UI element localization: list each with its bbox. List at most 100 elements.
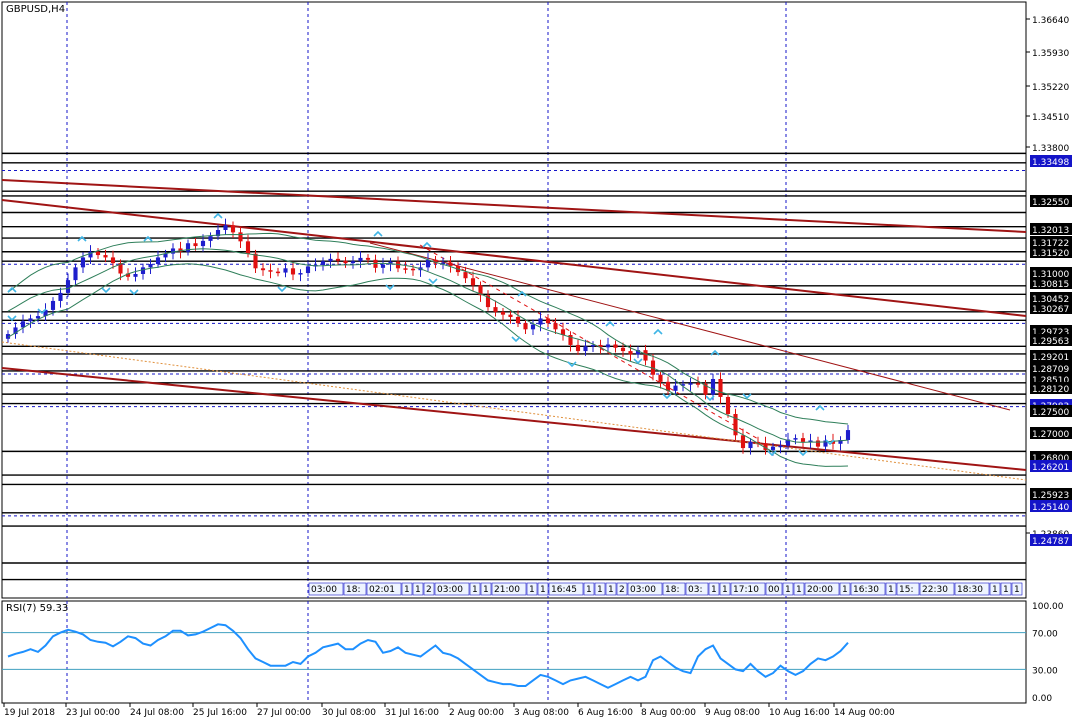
price-level-label-bg: [1030, 488, 1072, 500]
candle-body: [43, 309, 48, 317]
price-level-label-bg: [1030, 460, 1072, 472]
session-time-label: 1: [608, 585, 614, 595]
candle-body: [635, 350, 641, 355]
price-level-label: 1.31722: [1032, 239, 1069, 249]
trendline-upper: [1, 179, 1027, 233]
candle-body: [658, 374, 663, 382]
candle-body: [283, 268, 288, 273]
price-level-label-bg: [1030, 362, 1072, 374]
price-level-label-bg: [1030, 277, 1072, 289]
candle-body: [538, 318, 543, 325]
time-tick-label: 25 Jul 16:00: [193, 708, 247, 718]
candle-body: [778, 445, 783, 448]
candle-body: [425, 259, 431, 268]
session-time-label: 1: [796, 585, 802, 595]
candle-body: [463, 272, 468, 279]
candle-body: [253, 253, 258, 269]
fractal-up-arrow: [815, 404, 825, 411]
session-time-box: [583, 582, 595, 596]
price-level-label: 1.32550: [1032, 198, 1069, 208]
price-level-label: 1.27000: [1032, 430, 1069, 440]
candle-body: [215, 229, 221, 237]
fractal-up-arrow: [653, 328, 663, 335]
price-tick-label: 1.34510: [1032, 113, 1069, 123]
session-time-box: [401, 582, 413, 596]
candle-body: [350, 261, 356, 264]
price-level-label: 1.27500: [1032, 408, 1069, 418]
fractal-down-arrow: [633, 358, 643, 365]
candle-body: [665, 381, 671, 391]
session-time-box: [954, 582, 990, 596]
session-time-box: [308, 582, 344, 596]
candle-body: [163, 253, 168, 258]
candle-body: [268, 270, 273, 272]
session-time-box: [662, 582, 686, 596]
rsi-tick-label: 100.00: [1032, 602, 1064, 612]
candle-body: [628, 351, 633, 355]
candle-body: [208, 236, 213, 241]
session-time-box: [526, 582, 538, 596]
rsi-tick-label: 30.00: [1032, 666, 1058, 676]
price-level-label: 1.24787: [1032, 537, 1069, 547]
fractal-down-arrow: [767, 450, 777, 457]
candle-body: [275, 271, 281, 274]
candle-body: [695, 383, 701, 385]
fractal-down-arrow: [37, 308, 47, 315]
price-level-label: 1.30815: [1032, 280, 1069, 290]
session-time-box: [491, 582, 527, 596]
price-level-label: 1.28709: [1032, 365, 1069, 375]
session-time-box: [469, 582, 481, 596]
session-time-label: 1: [586, 585, 592, 595]
time-tick-label: 23 Jul 00:00: [66, 708, 120, 718]
session-time-label: 1: [529, 585, 535, 595]
time-tick-label: 10 Aug 16:00: [769, 708, 830, 718]
price-level-label-bg: [1030, 267, 1072, 279]
candle-body: [223, 225, 228, 230]
price-tick-label: 1.36640: [1032, 16, 1069, 26]
session-time-label: 22:30: [922, 585, 948, 595]
candle-body: [58, 292, 63, 301]
price-level-label-bg: [1030, 246, 1072, 258]
session-time-box: [839, 582, 851, 596]
candle-body: [740, 435, 746, 449]
candle-body: [103, 255, 108, 258]
candle-body: [290, 268, 296, 275]
candle-body: [5, 334, 11, 339]
candle-body: [238, 232, 243, 242]
session-time-label: 1: [404, 585, 410, 595]
candle-body: [808, 440, 813, 442]
price-level-label-bg: [1030, 236, 1072, 248]
candle-body: [335, 258, 341, 261]
candle-body: [448, 262, 453, 266]
candle-body: [118, 263, 123, 274]
session-time-box: [793, 582, 805, 596]
candle-body: [508, 314, 513, 318]
candle-body: [298, 273, 303, 275]
candle-body: [328, 258, 333, 262]
session-time-box: [412, 582, 424, 596]
candle-body: [575, 344, 581, 352]
candle-body: [410, 268, 416, 271]
session-time-box: [343, 582, 367, 596]
candle-body: [823, 440, 828, 447]
candle-body: [170, 248, 176, 254]
price-level-label-bg: [1030, 292, 1072, 304]
candle-body: [193, 243, 198, 247]
session-time-label: 1: [842, 585, 848, 595]
candle-body: [178, 248, 183, 252]
fractal-down-arrow: [825, 439, 835, 446]
rsi-label: RSI(7) 59.33: [6, 603, 69, 614]
candle-body: [365, 257, 371, 260]
session-time-label: 03:00: [311, 585, 337, 595]
candle-body: [688, 383, 693, 385]
fractal-up-arrow: [710, 349, 720, 356]
price-level-label: 1.30452: [1032, 295, 1069, 305]
time-tick-label: 2 Aug 00:00: [449, 708, 504, 718]
candle-body: [830, 440, 836, 444]
candle-body: [710, 378, 716, 395]
session-time-box: [850, 582, 886, 596]
candle-body: [28, 318, 33, 322]
session-time-box: [685, 582, 709, 596]
